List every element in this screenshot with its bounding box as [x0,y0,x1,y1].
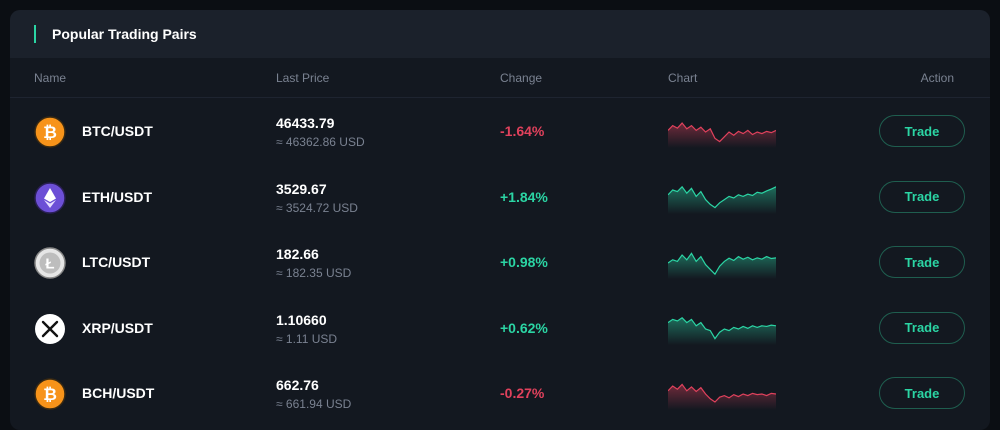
pair-name[interactable]: XRP/USDT [82,319,153,336]
panel-title: Popular Trading Pairs [52,26,197,42]
column-name: Name [34,70,67,85]
price-change: +1.84% [500,188,548,205]
sparkline-chart [668,185,776,214]
pair-name[interactable]: ETH/USDT [82,188,152,205]
sparkline-line [668,252,776,276]
litecoin-icon: Ł [34,247,66,279]
table-row[interactable]: ₿ BTC/USDT 46433.79 ≈ 46362.86 USD -1.64… [10,98,990,164]
table-row[interactable]: XRP/USDT 1.10660 ≈ 1.11 USD +0.62% Trade [10,295,990,361]
pair-name[interactable]: BTC/USDT [82,123,153,139]
trading-pairs-panel: Popular Trading Pairs Name Last Price Ch… [10,10,990,430]
sparkline-chart [668,316,776,345]
usd-price: ≈ 1.11 USD [276,331,338,346]
price-change: -1.64% [500,123,545,139]
column-last-price: Last Price [276,70,330,85]
sparkline-chart [668,383,776,410]
pair-name[interactable]: LTC/USDT [82,254,151,270]
sparkline-line [668,383,776,403]
sparkline-line [668,316,776,340]
pair-name[interactable]: BCH/USDT [82,385,155,401]
svg-text:Ł: Ł [45,256,54,273]
sparkline-chart [668,252,776,279]
usd-price: ≈ 3524.72 USD [276,200,358,215]
svg-text:₿: ₿ [43,123,57,142]
trading-pairs-table: Name Last Price Change Chart Action ₿ BT… [10,58,990,426]
column-change: Change [500,70,543,85]
last-price: 182.66 [276,246,319,262]
sparkline-area [668,186,776,214]
sparkline-line [668,122,776,143]
table-row[interactable]: ₿ BCH/USDT 662.76 ≈ 661.94 USD -0.27% Tr… [10,360,990,426]
accent-bar [34,25,36,43]
table-header: Name Last Price Change Chart Action [10,58,990,98]
last-price: 3529.67 [276,180,327,197]
last-price: 662.76 [276,377,319,393]
column-action: Action [920,70,954,85]
table-row[interactable]: Ł LTC/USDT 182.66 ≈ 182.35 USD +0.98% Tr… [10,229,990,295]
last-price: 1.10660 [276,311,327,328]
trade-button[interactable]: Trade [879,246,965,278]
price-change: +0.98% [500,254,548,270]
trade-button[interactable]: Trade [879,115,965,147]
panel-header: Popular Trading Pairs [10,10,990,58]
svg-text:₿: ₿ [43,385,57,404]
sparkline-line [668,185,776,208]
usd-price: ≈ 46362.86 USD [276,135,365,149]
price-change: +0.62% [500,319,548,336]
sparkline-area [668,123,776,148]
last-price: 46433.79 [276,115,335,131]
table-body: ₿ BTC/USDT 46433.79 ≈ 46362.86 USD -1.64… [10,98,990,426]
trade-button[interactable]: Trade [879,377,965,409]
column-chart: Chart [668,70,698,85]
bitcoin-cash-icon: ₿ [34,378,66,410]
sparkline-area [668,317,776,345]
trade-button[interactable]: Trade [879,311,965,344]
usd-price: ≈ 661.94 USD [276,397,352,411]
sparkline-chart [668,122,776,148]
trade-button[interactable]: Trade [879,180,965,213]
usd-price: ≈ 182.35 USD [276,266,352,280]
table-row[interactable]: ETH/USDT 3529.67 ≈ 3524.72 USD +1.84% Tr… [10,164,990,230]
price-change: -0.27% [500,385,545,401]
ethereum-icon [34,181,66,214]
bitcoin-icon: ₿ [34,116,66,148]
xrp-icon [34,313,66,345]
